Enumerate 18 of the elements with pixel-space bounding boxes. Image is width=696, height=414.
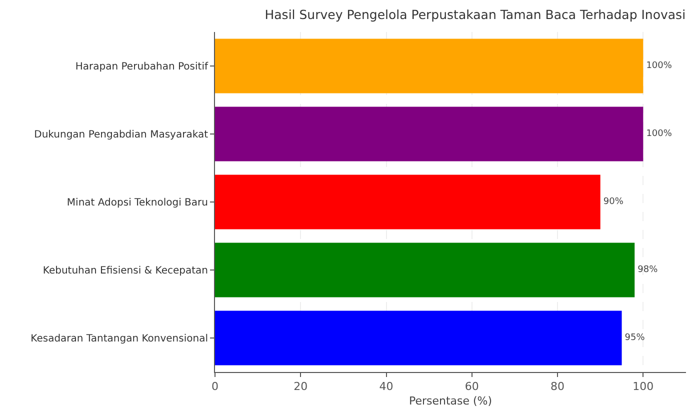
x-tick-label: 100 — [632, 380, 654, 394]
y-tick-label: Kesadaran Tantangan Konvensional — [30, 334, 208, 344]
x-tick-label: 60 — [464, 380, 479, 394]
data-label: 90% — [603, 197, 624, 207]
y-tick-label: Harapan Perubahan Positif — [75, 62, 208, 72]
y-tick-label: Minat Adopsi Teknologi Baru — [66, 198, 208, 208]
x-tick-label: 20 — [294, 380, 308, 394]
x-tick-label: 80 — [550, 380, 565, 394]
data-label: 100% — [646, 61, 672, 71]
y-tick-label: Dukungan Pengabdian Masyarakat — [34, 130, 208, 140]
data-label: 100% — [646, 129, 672, 139]
chart-title: Hasil Survey Pengelola Perpustakaan Taman Baca Terhadap Inovasi — [264, 7, 686, 22]
x-axis-title: Persentase (%) — [408, 394, 492, 408]
x-tick-label: 0 — [212, 380, 218, 394]
y-tick-label: Kebutuhan Efisiensi & Kecepatan — [42, 266, 208, 276]
x-tick-label: 40 — [379, 380, 394, 394]
data-label: 95% — [624, 333, 646, 343]
data-label: 98% — [638, 265, 658, 275]
